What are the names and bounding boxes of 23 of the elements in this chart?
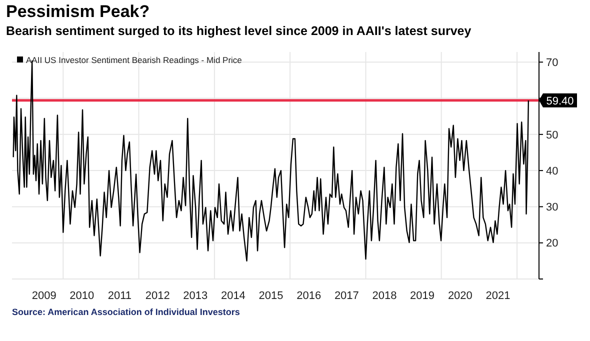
legend-label: AAII US Investor Sentiment Bearish Readings - Mid Price <box>26 55 242 65</box>
x-tick-label: 2018 <box>372 290 397 302</box>
x-tick-label: 2015 <box>258 290 284 302</box>
x-tick-label: 2021 <box>486 290 510 302</box>
y-tick-label: 70 <box>546 56 558 69</box>
x-tick-label: 2010 <box>70 290 94 302</box>
x-tick-label: 2011 <box>108 290 132 302</box>
y-tick-label: 40 <box>546 165 558 178</box>
x-tick-label: 2017 <box>334 290 359 302</box>
chart-title: Pessimism Peak? <box>6 2 150 21</box>
chart-subtitle: Bearish sentiment surged to its highest level since 2009 in AAII's latest survey <box>6 24 472 38</box>
y-tick-label: 30 <box>546 202 558 214</box>
x-tick-label: 2014 <box>220 290 246 302</box>
x-tick-label: 2016 <box>296 290 322 302</box>
x-tick-label: 2009 <box>32 290 56 302</box>
y-tick-label: 20 <box>546 238 558 250</box>
x-tick-label: 2013 <box>183 290 208 302</box>
x-tick-label: 2012 <box>145 290 170 302</box>
y-tick-label: 50 <box>546 129 558 142</box>
ref-line-label: 59.40 <box>546 95 574 108</box>
x-tick-label: 2019 <box>410 290 435 302</box>
x-tick-label: 2020 <box>448 290 472 302</box>
source-note: Source: American Association of Individual Investors <box>12 307 240 317</box>
